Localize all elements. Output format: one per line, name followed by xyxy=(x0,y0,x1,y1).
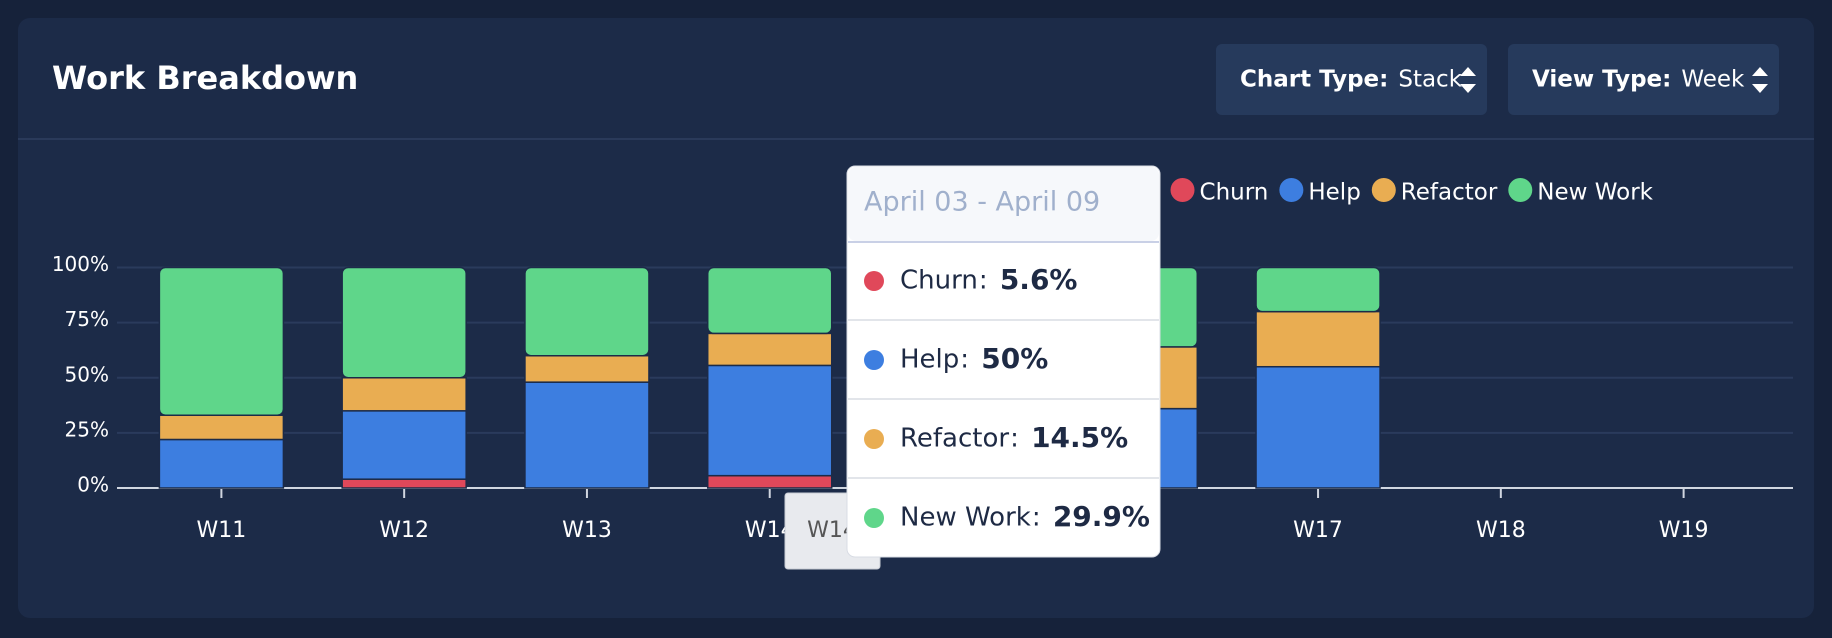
bar-segment xyxy=(524,381,650,489)
bar-segment xyxy=(158,266,285,416)
y-tick-label: 50% xyxy=(65,362,109,386)
x-tick-label: W18 xyxy=(1476,518,1526,543)
card-title: Work Breakdown xyxy=(52,59,358,97)
tooltip-dot xyxy=(864,271,884,291)
tooltip-colon: : xyxy=(979,266,988,296)
dropdown-arrows xyxy=(1752,67,1768,93)
tooltip: W14 April 03 - April 09 Churn:5.6%Help:5… xyxy=(784,165,1161,570)
bar-segment xyxy=(158,414,285,441)
tooltip-series-name: Churn xyxy=(900,266,978,296)
bar-segment xyxy=(524,354,650,383)
legend-dot xyxy=(1508,178,1533,202)
dropdown[interactable] xyxy=(1508,44,1779,115)
y-tick-label: 75% xyxy=(65,307,109,331)
tooltip-box xyxy=(846,165,1161,558)
bar-segment xyxy=(341,478,467,489)
bar-segment xyxy=(341,377,467,412)
tooltip-header xyxy=(848,167,1159,241)
tooltip-dot xyxy=(864,429,884,449)
legend-dot xyxy=(1170,178,1195,202)
tooltip-series-name: New Work xyxy=(900,503,1031,533)
dropdown[interactable] xyxy=(1216,44,1487,115)
legend-dot xyxy=(1279,178,1304,202)
y-tick-label: 0% xyxy=(77,473,109,497)
bar-segment xyxy=(706,266,833,335)
y-tick-label: 25% xyxy=(65,417,109,441)
tooltip-dot xyxy=(864,508,884,528)
dropdown-value: Stack xyxy=(1398,67,1462,93)
tooltip-value: 5.6% xyxy=(1000,263,1078,296)
bar-segment xyxy=(706,474,833,489)
tooltip-title: April 03 - April 09 xyxy=(864,187,1100,218)
bar-segment xyxy=(341,410,467,480)
bar-segment xyxy=(158,438,285,489)
bar-segment xyxy=(706,332,833,367)
x-tick-label: W17 xyxy=(1293,518,1343,543)
legend-label: New Work xyxy=(1537,180,1653,206)
x-tick-label: W13 xyxy=(562,518,612,543)
bar-segment xyxy=(1255,310,1381,368)
tooltip-colon: : xyxy=(1010,424,1019,454)
bar-segment xyxy=(341,266,467,379)
bar-segment xyxy=(1255,365,1381,489)
dropdown-value: Week xyxy=(1681,67,1745,93)
tooltip-series-name: Help xyxy=(900,345,959,375)
tooltip-dot xyxy=(864,350,884,370)
dropdown-label: Chart Type: xyxy=(1240,67,1388,93)
tooltip-value: 29.9% xyxy=(1053,500,1150,533)
tooltip-colon: : xyxy=(960,345,969,375)
bar-segment xyxy=(706,364,833,477)
tooltip-value: 14.5% xyxy=(1031,421,1128,454)
bar-segment xyxy=(524,266,650,357)
bar-segment xyxy=(1255,266,1381,313)
x-tick-label: W11 xyxy=(197,518,247,543)
legend-dot xyxy=(1371,178,1396,202)
x-tick-label: W19 xyxy=(1659,518,1709,543)
legend-label: Refactor xyxy=(1401,180,1498,206)
tooltip-series-name: Refactor xyxy=(900,424,1009,454)
y-tick-label: 100% xyxy=(52,252,109,276)
legend-label: Churn xyxy=(1200,180,1269,206)
dropdown-label: View Type: xyxy=(1532,67,1671,93)
legend-label: Help xyxy=(1308,180,1360,206)
tooltip-colon: : xyxy=(1032,503,1041,533)
x-tick-label: W12 xyxy=(379,518,429,543)
dropdown-arrows xyxy=(1460,67,1476,93)
tooltip-value: 50% xyxy=(981,342,1048,375)
